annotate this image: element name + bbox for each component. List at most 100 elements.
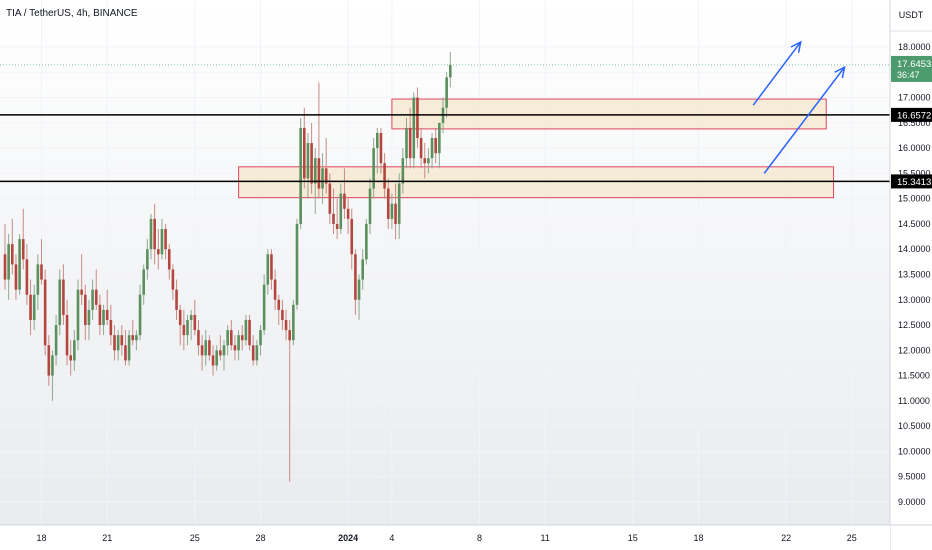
candle-body: [299, 127, 302, 224]
x-axis-ticks: 18 21 25 28 2024 4 8 11 15 18 22 25: [36, 533, 856, 543]
candle-body: [230, 330, 233, 346]
candle-body: [175, 289, 178, 310]
projection-arrows[interactable]: [752, 40, 846, 174]
candle-body: [281, 309, 284, 320]
candle-body: [58, 279, 62, 326]
candle-body: [153, 218, 156, 250]
candle-body: [40, 264, 43, 280]
candle-body: [43, 279, 47, 346]
candle-body: [255, 345, 259, 361]
candle-body: [7, 244, 10, 280]
arrow-line[interactable]: [763, 66, 846, 174]
level-price-text: 16.6572: [897, 110, 931, 121]
candle-body: [135, 335, 138, 341]
x-tick-label: 11: [541, 533, 550, 543]
candle-body: [346, 208, 350, 219]
candle-body: [157, 249, 160, 255]
zone-rectangle[interactable]: [391, 98, 827, 130]
candle-body: [189, 314, 193, 320]
y-tick-label: 11.5000: [898, 371, 930, 381]
y-tick-label: 11.0000: [898, 396, 930, 406]
x-tick-label: 21: [102, 533, 112, 543]
candle-body: [372, 148, 375, 189]
candle-body: [357, 279, 361, 300]
y-tick-label: 13.5000: [898, 270, 931, 280]
candle-body: [240, 335, 244, 341]
y-tick-label: 15.0000: [898, 194, 931, 204]
candle-body: [324, 168, 328, 184]
arrow-line[interactable]: [752, 41, 802, 106]
currency-label[interactable]: USDT: [899, 10, 924, 20]
candle-body: [379, 132, 383, 164]
candle-body: [335, 223, 339, 229]
candle-body: [328, 183, 332, 214]
level-lines[interactable]: [0, 64, 890, 183]
candle-body: [102, 309, 105, 326]
x-tick-label: 15: [628, 533, 638, 543]
candle-body: [120, 335, 124, 346]
candle-body: [365, 223, 368, 260]
candle-body: [178, 309, 182, 326]
y-tick-label: 14.0000: [898, 244, 931, 254]
candle-body: [204, 340, 208, 356]
candle-body: [211, 355, 215, 366]
zones[interactable]: [238, 98, 835, 199]
candle-body: [438, 122, 441, 154]
y-tick-label: 12.5000: [898, 320, 931, 330]
candle-body: [226, 330, 229, 346]
candle-body: [222, 345, 226, 356]
candle-body: [91, 289, 94, 310]
candle-body: [317, 158, 321, 189]
candle-body: [215, 350, 218, 366]
zone-rectangle[interactable]: [238, 166, 835, 199]
candle-body: [434, 138, 437, 154]
candle-body: [182, 325, 186, 336]
candle-body: [262, 284, 266, 331]
candle-body: [65, 314, 69, 356]
countdown-text: 36:47: [897, 70, 920, 80]
candle-body: [76, 289, 80, 341]
y-tick-label: 16.0000: [898, 143, 931, 153]
candle-body: [405, 127, 408, 159]
candle-body: [36, 264, 40, 295]
level-price-badge: [891, 174, 932, 189]
time-axis[interactable]: [0, 525, 890, 550]
candle-body: [62, 279, 65, 315]
candle-body: [251, 345, 255, 361]
y-tick-label: 17.0000: [898, 93, 931, 103]
candle-body: [18, 239, 21, 290]
candle-body: [186, 320, 189, 336]
candle-body: [350, 218, 354, 255]
x-tick-label: 18: [693, 533, 703, 543]
y-tick-label: 15.5000: [898, 168, 931, 178]
candle-body: [167, 249, 171, 270]
last-price-badge: [891, 55, 932, 82]
candle-body: [87, 309, 91, 326]
candles: [3, 52, 452, 482]
y-tick-label: 12.0000: [898, 345, 931, 355]
candle-body: [142, 269, 145, 295]
y-tick-label: 10.0000: [898, 446, 931, 456]
candle-body: [138, 294, 142, 336]
candle-body: [124, 345, 127, 361]
candle-body: [109, 320, 113, 336]
x-tick-label: 8: [477, 533, 482, 543]
y-tick-label: 9.0000: [898, 497, 926, 507]
candle-body: [427, 158, 430, 164]
arrow-head[interactable]: [790, 40, 802, 53]
chart-background: [0, 0, 890, 525]
candle-body: [416, 97, 419, 138]
y-tick-label: 9.5000: [898, 472, 926, 482]
candle-body: [160, 229, 164, 255]
candle-body: [383, 163, 386, 189]
candle-body: [277, 299, 281, 310]
candle-body: [361, 259, 364, 280]
candle-body: [127, 335, 131, 361]
arrow-head[interactable]: [834, 65, 846, 79]
candle-body: [25, 259, 29, 295]
price-axis[interactable]: [890, 0, 932, 550]
candle-body: [208, 340, 211, 356]
candle-body: [408, 127, 412, 159]
